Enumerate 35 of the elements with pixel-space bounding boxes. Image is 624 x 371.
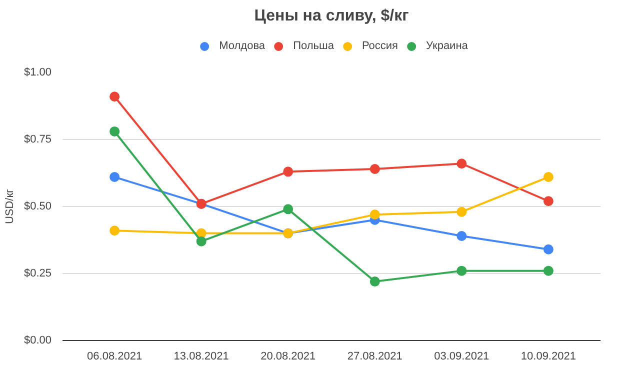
x-tick-label: 03.09.2021 (434, 350, 490, 362)
legend-label: Россия (362, 40, 398, 52)
y-tick-label: $0.50 (24, 200, 52, 212)
point (370, 210, 380, 220)
point (543, 244, 554, 254)
point (543, 172, 554, 182)
point (110, 172, 120, 182)
y-tick-label: $0.00 (24, 334, 52, 346)
y-axis-title: USD/кг (4, 188, 16, 224)
point (196, 236, 206, 246)
x-tick-label: 06.08.2021 (87, 350, 142, 362)
point (456, 206, 467, 217)
x-tick-label: 13.08.2021 (174, 350, 229, 362)
legend-label: Украина (426, 40, 468, 52)
point (370, 164, 380, 174)
point (456, 158, 467, 169)
y-tick-label: $0.25 (24, 268, 52, 280)
legend-label: Молдова (219, 40, 266, 52)
y-tick-label: $1.00 (24, 66, 52, 78)
point (110, 226, 120, 236)
point (543, 266, 554, 276)
point (543, 196, 554, 206)
point (110, 126, 120, 136)
legend-label: Польша (293, 40, 334, 52)
point (283, 204, 294, 214)
chart-title: Цены на сливу, $/кг (254, 8, 410, 24)
x-tick-label: 20.08.2021 (260, 350, 316, 362)
point (110, 92, 120, 102)
point (283, 166, 294, 177)
x-tick-label: 27.08.2021 (347, 350, 402, 362)
point (456, 230, 467, 241)
point (456, 266, 467, 276)
point (370, 276, 380, 287)
y-tick-label: $0.75 (24, 134, 52, 146)
x-tick-label: 10.09.2021 (520, 350, 576, 362)
